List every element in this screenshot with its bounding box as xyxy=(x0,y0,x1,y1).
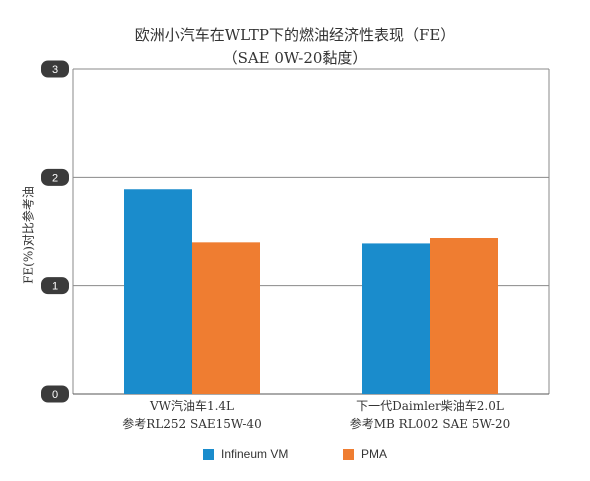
legend-label-infineum: Infineum VM xyxy=(221,447,289,461)
y-tick-badge-1 xyxy=(41,277,69,295)
bar-infineum-vm-0 xyxy=(124,189,192,394)
bar-infineum-vm-1 xyxy=(362,243,430,394)
y-tick-2: 2 xyxy=(41,168,69,186)
legend-swatch-infineum xyxy=(203,448,214,460)
legend-item-pma: PMA xyxy=(343,447,387,461)
y-tick-1: 1 xyxy=(41,277,69,295)
legend-item-infineum: Infineum VM xyxy=(203,447,288,461)
category-0-line1: VW汽油车1.4L xyxy=(149,399,235,413)
bars xyxy=(124,189,498,394)
y-tick-badge-3 xyxy=(41,60,69,78)
y-tick-label-2: 2 xyxy=(52,172,58,184)
category-1-line2: 参考MB RL002 SAE 5W-20 xyxy=(349,417,511,431)
category-label-0: VW汽油车1.4L 参考RL252 SAE15W-40 xyxy=(82,397,302,433)
category-1-line1: 下一代Daimler柴油车2.0L xyxy=(356,399,504,413)
y-tick-label-3: 3 xyxy=(52,64,58,76)
chart-title: 欧洲小汽车在WLTP下的燃油经济性表现（FE） xyxy=(134,26,456,44)
legend-label-pma: PMA xyxy=(361,447,388,461)
category-label-1: 下一代Daimler柴油车2.0L 参考MB RL002 SAE 5W-20 xyxy=(320,397,540,433)
y-tick-0: 0 xyxy=(41,385,69,403)
bar-pma-0 xyxy=(192,242,260,394)
y-tick-badge-2 xyxy=(41,168,69,186)
legend-swatch-pma xyxy=(343,448,354,460)
y-tick-label-0: 0 xyxy=(52,389,58,401)
category-0-line2: 参考RL252 SAE15W-40 xyxy=(122,417,262,431)
chart-subtitle: （SAE 0W-20黏度） xyxy=(222,49,368,67)
y-ticks: 0 1 2 3 xyxy=(41,60,69,403)
y-tick-3: 3 xyxy=(41,60,69,78)
y-tick-badge-0 xyxy=(41,385,69,403)
y-axis-label: FE(%)对比参考油 xyxy=(21,186,36,284)
y-tick-label-1: 1 xyxy=(52,281,58,293)
bar-pma-1 xyxy=(430,238,498,394)
